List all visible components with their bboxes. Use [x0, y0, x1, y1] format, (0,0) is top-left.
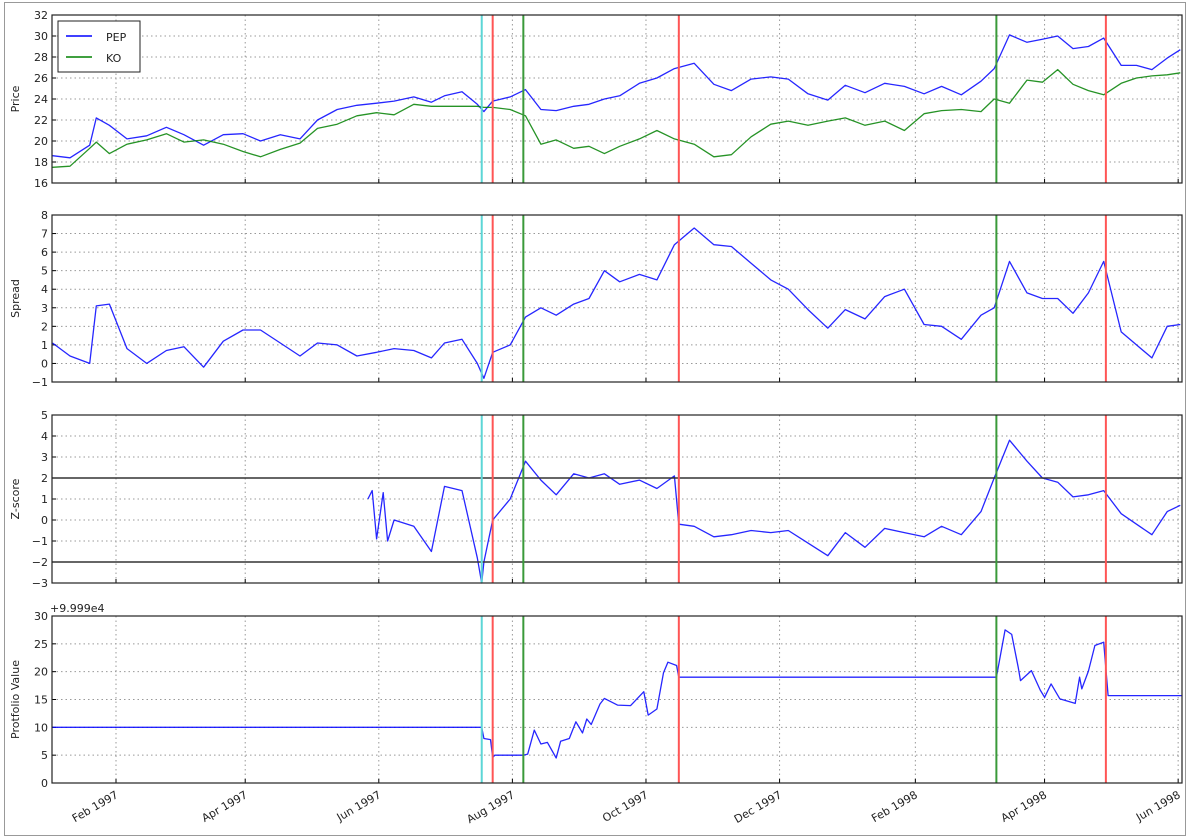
y-tick-label: 6 — [41, 246, 48, 259]
y-tick-label: 3 — [41, 451, 48, 464]
y-tick-label: 5 — [41, 409, 48, 422]
legend: PEP KO — [57, 20, 141, 73]
y-tick-label: 28 — [34, 51, 48, 64]
y-tick-label: 2 — [41, 320, 48, 333]
x-tick-label: Feb 1998 — [869, 788, 920, 825]
y-tick-label: −1 — [32, 376, 48, 389]
y-tick-label: 7 — [41, 228, 48, 241]
y-tick-label: 30 — [34, 610, 48, 623]
subplot-3: −3 −2 −1 0 1 2 3 4 5 Z-score — [9, 409, 1183, 590]
y-axis-label: Z-score — [9, 478, 22, 519]
axes-frame — [51, 414, 1183, 584]
axes-frame — [51, 14, 1183, 184]
y-tick-label: 20 — [34, 666, 48, 679]
y-tick-label: 8 — [41, 209, 48, 222]
portfolio-value-line — [52, 629, 1183, 759]
y-tick-label: 25 — [34, 638, 48, 651]
y-tick-label: 22 — [34, 114, 48, 127]
y-tick-label: 4 — [41, 283, 48, 296]
figure-frame — [4, 2, 1186, 836]
y-tick-label: 4 — [41, 430, 48, 443]
y-tick-label: 16 — [34, 177, 48, 190]
y-tick-label: 0 — [41, 777, 48, 790]
spread-line — [52, 227, 1181, 379]
y-tick-label: 5 — [41, 265, 48, 278]
subplot-4: 0 5 10 15 20 25 30 Protfolio Value +9.999e4 — [9, 602, 1183, 790]
legend-box — [57, 20, 141, 73]
y-tick-label: 5 — [41, 749, 48, 762]
y-axis-label: Spread — [9, 279, 22, 318]
y-tick-label: 15 — [34, 694, 48, 707]
pep-line — [52, 34, 1181, 159]
y-tick-label: 1 — [41, 493, 48, 506]
subplot-1: 16 18 20 22 24 26 28 30 32 Price PEP KO — [9, 9, 1183, 190]
ko-line — [52, 68, 1181, 168]
legend-label-pep: PEP — [106, 31, 127, 44]
y-tick-label: −2 — [32, 556, 48, 569]
legend-label-ko: KO — [106, 52, 122, 65]
x-tick-label: Oct 1997 — [600, 788, 650, 825]
y-tick-label: 30 — [34, 30, 48, 43]
y-tick-label: 20 — [34, 135, 48, 148]
y-axis-label: Price — [9, 85, 22, 112]
y-tick-label: 24 — [34, 93, 48, 106]
x-tick-label: Apr 1998 — [999, 788, 1049, 825]
y-axis-label: Protfolio Value — [9, 660, 22, 739]
y-tick-label: 32 — [34, 9, 48, 22]
y-tick-label: 0 — [41, 357, 48, 370]
y-tick-label: 1 — [41, 339, 48, 352]
y-tick-label: 3 — [41, 302, 48, 315]
y-tick-label: −1 — [32, 535, 48, 548]
y-tick-label: 26 — [34, 72, 48, 85]
y-tick-label: 2 — [41, 472, 48, 485]
axes-frame — [51, 214, 1183, 383]
x-tick-label: Jun 1997 — [334, 788, 384, 824]
y-tick-label: 10 — [34, 721, 48, 734]
y-tick-label: −3 — [32, 577, 48, 590]
x-tick-label: Aug 1997 — [465, 788, 517, 826]
axes-frame — [51, 615, 1183, 784]
x-tick-label: Feb 1997 — [70, 788, 121, 825]
y-offset-label: +9.999e4 — [50, 602, 104, 615]
y-tick-label: 18 — [34, 156, 48, 169]
x-tick-label: Apr 1997 — [199, 788, 249, 825]
subplot-2: −1 0 1 2 3 4 5 6 7 8 Spread — [9, 209, 1183, 389]
x-tick-label: Dec 1997 — [732, 788, 784, 826]
y-tick-label: 0 — [41, 514, 48, 527]
x-tick-label: Jun 1998 — [1133, 788, 1183, 824]
